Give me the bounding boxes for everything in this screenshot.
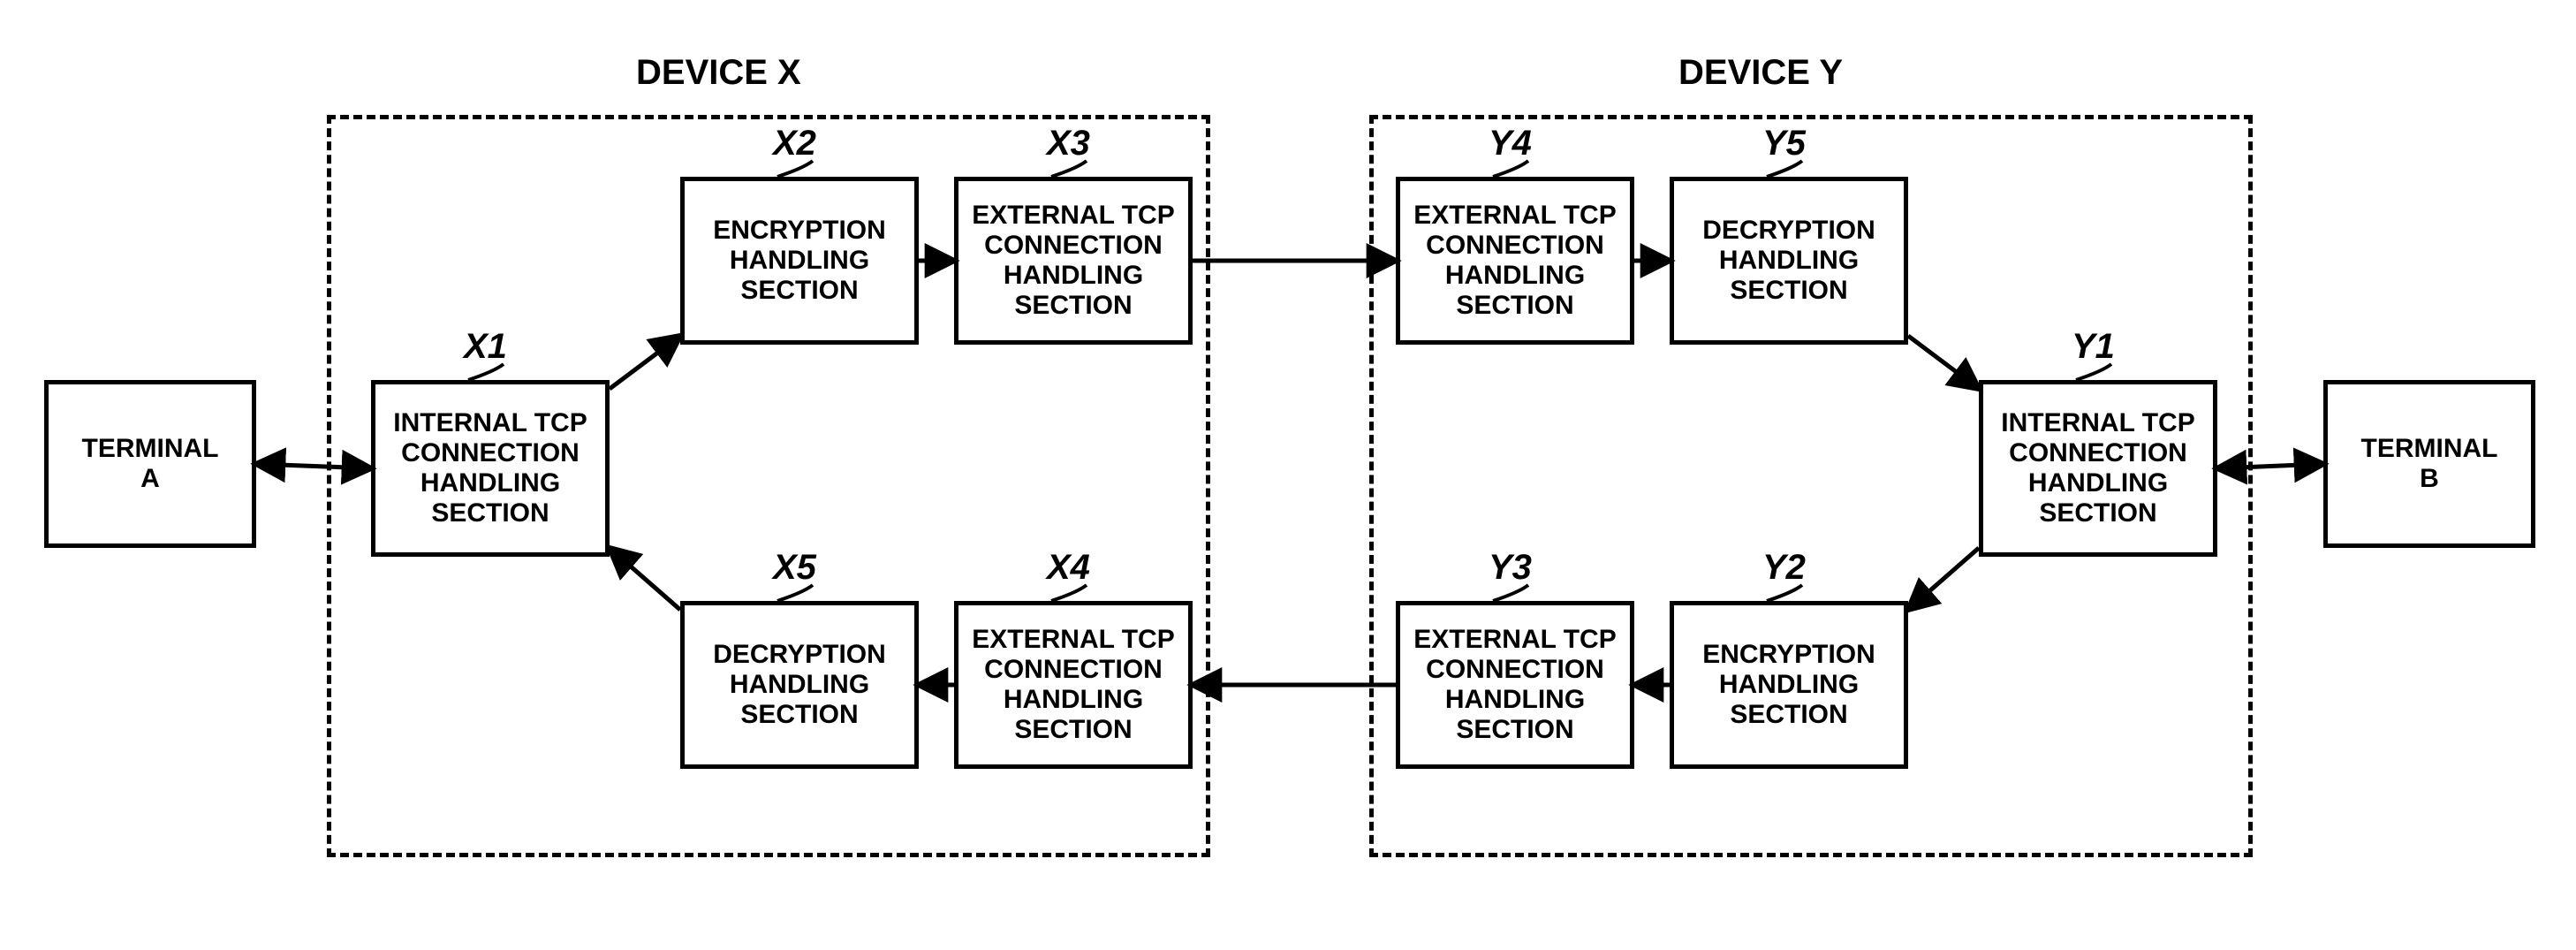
y4-tag: Y4: [1489, 124, 1532, 163]
x4-box: EXTERNAL TCPCONNECTIONHANDLINGSECTION: [954, 601, 1193, 769]
x3-tag: X3: [1047, 124, 1090, 163]
y5-box: DECRYPTIONHANDLINGSECTION: [1670, 177, 1908, 345]
x1-tag: X1: [464, 327, 507, 367]
x2-tag: X2: [773, 124, 816, 163]
diagram-canvas: DEVICE X DEVICE Y TERMINALA TERMINALB IN…: [0, 0, 2576, 950]
y5-tag: Y5: [1762, 124, 1806, 163]
terminal-b-box: TERMINALB: [2323, 380, 2535, 548]
y1-tag: Y1: [2072, 327, 2115, 367]
y3-box: EXTERNAL TCPCONNECTIONHANDLINGSECTION: [1396, 601, 1634, 769]
x4-text: EXTERNAL TCPCONNECTIONHANDLINGSECTION: [972, 625, 1174, 745]
device-x-title: DEVICE X: [636, 53, 801, 93]
x5-tag: X5: [773, 548, 816, 588]
y4-text: EXTERNAL TCPCONNECTIONHANDLINGSECTION: [1413, 201, 1616, 321]
x4-tag: X4: [1047, 548, 1090, 588]
x5-text: DECRYPTIONHANDLINGSECTION: [713, 640, 886, 730]
x2-text: ENCRYPTIONHANDLINGSECTION: [713, 216, 886, 306]
terminal-a-box: TERMINALA: [44, 380, 256, 548]
y1-box: INTERNAL TCPCONNECTIONHANDLINGSECTION: [1979, 380, 2217, 557]
y2-text: ENCRYPTIONHANDLINGSECTION: [1702, 640, 1875, 730]
y3-tag: Y3: [1489, 548, 1532, 588]
x3-text: EXTERNAL TCPCONNECTIONHANDLINGSECTION: [972, 201, 1174, 321]
x2-box: ENCRYPTIONHANDLINGSECTION: [680, 177, 919, 345]
terminal-a-text: TERMINALA: [82, 434, 219, 494]
y2-tag: Y2: [1762, 548, 1806, 588]
y3-text: EXTERNAL TCPCONNECTIONHANDLINGSECTION: [1413, 625, 1616, 745]
x1-box: INTERNAL TCPCONNECTIONHANDLINGSECTION: [371, 380, 610, 557]
x5-box: DECRYPTIONHANDLINGSECTION: [680, 601, 919, 769]
device-y-title: DEVICE Y: [1678, 53, 1843, 93]
y5-text: DECRYPTIONHANDLINGSECTION: [1702, 216, 1875, 306]
x1-text: INTERNAL TCPCONNECTIONHANDLINGSECTION: [393, 408, 587, 528]
x3-box: EXTERNAL TCPCONNECTIONHANDLINGSECTION: [954, 177, 1193, 345]
y1-text: INTERNAL TCPCONNECTIONHANDLINGSECTION: [2001, 408, 2194, 528]
y4-box: EXTERNAL TCPCONNECTIONHANDLINGSECTION: [1396, 177, 1634, 345]
y2-box: ENCRYPTIONHANDLINGSECTION: [1670, 601, 1908, 769]
terminal-b-text: TERMINALB: [2361, 434, 2498, 494]
